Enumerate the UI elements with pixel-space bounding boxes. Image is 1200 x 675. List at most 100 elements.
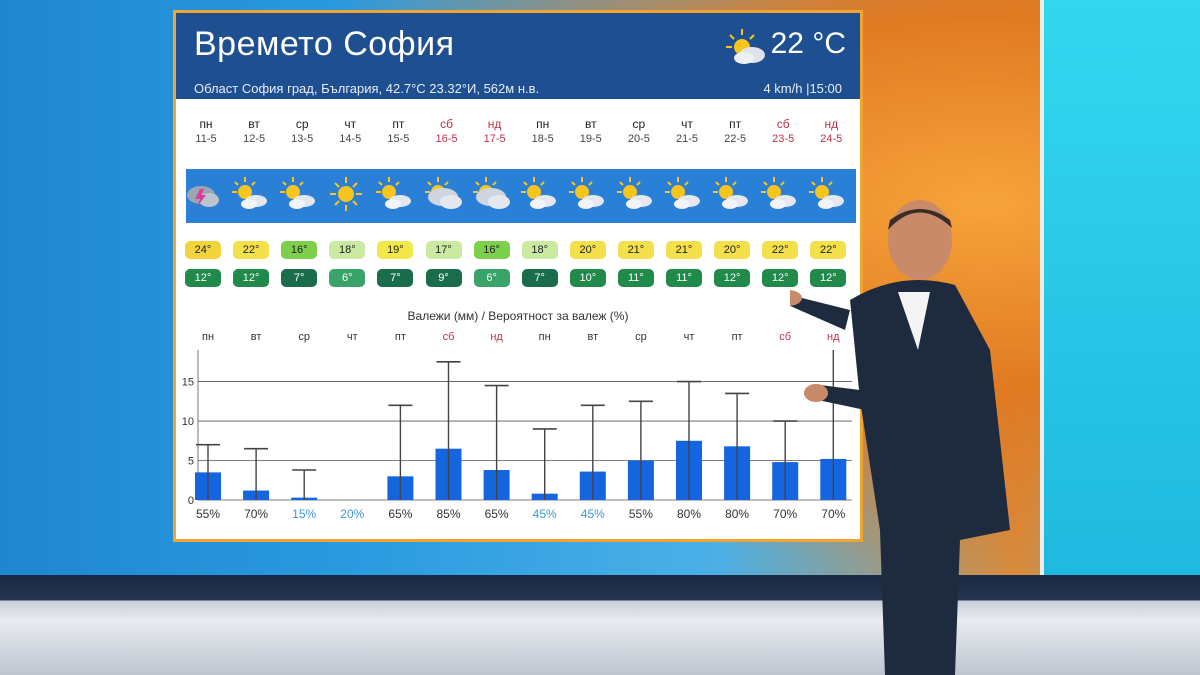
x-tick-label: сб (443, 331, 455, 343)
max-temperature: 20° (569, 241, 606, 259)
day-name: пт (729, 117, 742, 131)
wind-and-time: 4 km/h |15:00 (763, 81, 842, 96)
cloudy-icon (471, 175, 511, 218)
presenter-figure (790, 200, 1010, 675)
min-temperature: 11° (666, 269, 702, 287)
x-tick-label: чт (684, 331, 695, 343)
day-date: 16-5 (435, 133, 458, 145)
x-tick-label: нд (827, 331, 840, 343)
precipitation-chart: 0 5 10 15 пн вт ср чт пт сб нд пн вт ср чт пт сб нд (182, 331, 852, 507)
max-temperature: 22° (810, 241, 847, 259)
day-date: 21-5 (675, 133, 699, 145)
x-tick-label: ср (298, 331, 310, 343)
x-tick-label: чт (347, 331, 358, 343)
day-name: вт (584, 117, 597, 131)
x-tick-label: вт (587, 331, 598, 343)
precip-probability: 80% (676, 507, 702, 521)
day-headers: пн 11-5 вт 12-5 ср 13-5 чт 14-5 пт 15-5 сб 16-5 нд 17… (182, 117, 858, 157)
day-date: 14-5 (339, 133, 362, 145)
panel-header: Времето София Област София град, Българи… (176, 13, 860, 99)
max-temperature: 21° (666, 241, 702, 259)
day-header: ср 20-5 (615, 117, 663, 145)
cloudy-icon (423, 175, 463, 218)
day-name: ср (295, 117, 309, 131)
precip-probability: 55% (628, 507, 653, 521)
weather-icon-strip (186, 169, 856, 223)
precip-probability: 85% (436, 507, 461, 521)
chart-title: Валежи (мм) / Вероятност за валеж (%) (407, 309, 629, 323)
min-temperature: 12° (810, 269, 847, 287)
min-temperature: 12° (185, 269, 221, 287)
sun-cloud-icon (663, 175, 703, 218)
sun-cloud-icon (278, 175, 318, 218)
day-date: 23-5 (772, 133, 795, 145)
day-name: вт (248, 117, 260, 131)
day-name: сб (776, 117, 790, 131)
x-tick-label: сб (779, 331, 791, 343)
max-temperature: 24° (185, 241, 221, 259)
precip-probability: 55% (195, 507, 221, 521)
day-date: 12-5 (243, 133, 266, 145)
day-date: 22-5 (724, 133, 747, 145)
precip-probability: 20% (340, 507, 365, 521)
day-name: сб (440, 117, 453, 131)
day-header: пт 22-5 (711, 117, 759, 145)
min-temperature: 12° (714, 269, 751, 287)
day-date: 13-5 (291, 133, 314, 145)
day-header: сб 16-5 (423, 117, 471, 145)
y-tick-label: 5 (188, 456, 194, 468)
max-temperature: 20° (714, 241, 751, 259)
min-temperature: 7° (281, 269, 318, 287)
day-name: пн (536, 117, 550, 131)
min-temperature: 11° (617, 269, 654, 287)
x-tick-label: пт (395, 331, 406, 343)
day-header: вт 19-5 (567, 117, 615, 145)
day-date: 19-5 (579, 133, 602, 145)
panel-title: Времето София (194, 25, 455, 63)
x-tick-label: пн (202, 331, 214, 343)
day-header: пн 11-5 (182, 117, 230, 145)
sun-cloud-icon (230, 175, 270, 218)
precip-probability: 65% (484, 507, 509, 521)
sun-cloud-icon (711, 175, 751, 218)
day-date: 20-5 (627, 133, 650, 145)
sun-cloud-icon (724, 27, 768, 72)
day-name: чт (344, 117, 357, 131)
precip-probability: 70% (244, 507, 269, 521)
side-screen (1040, 0, 1200, 585)
day-name: ср (632, 117, 646, 131)
min-temperature: 6° (329, 269, 366, 287)
day-date: 11-5 (195, 133, 217, 145)
sun-cloud-icon (519, 175, 559, 218)
day-header: нд 17-5 (471, 117, 519, 145)
day-date: 18-5 (531, 133, 554, 145)
precip-probability: 15% (292, 507, 317, 521)
day-name: пт (392, 117, 405, 131)
day-name: пн (199, 117, 213, 131)
sun-cloud-icon (615, 175, 655, 218)
precip-probability: 45% (580, 507, 605, 521)
weather-panel: Времето София Област София град, Българи… (173, 10, 863, 542)
studio-floor (0, 575, 1200, 675)
day-name: нд (487, 117, 502, 131)
min-temperature: 12° (233, 269, 270, 287)
x-tick-label: пт (732, 331, 743, 343)
day-name: чт (681, 117, 693, 131)
min-temperature: 7° (377, 269, 414, 287)
max-temperature: 18° (329, 241, 366, 259)
max-temperature: 22° (233, 241, 270, 259)
day-date: 17-5 (483, 133, 506, 145)
max-temperature: 16° (473, 241, 510, 259)
day-date: 15-5 (387, 133, 410, 145)
location-subtitle: Област София град, България, 42.7°С 23.3… (194, 81, 540, 96)
day-header: пт 15-5 (374, 117, 422, 145)
sun-cloud-icon (807, 175, 847, 218)
x-tick-label: нд (490, 331, 503, 343)
thunder-cloud-icon (182, 175, 222, 218)
precip-probability: 45% (532, 507, 557, 521)
day-header: чт 21-5 (663, 117, 711, 145)
max-temperature: 16° (281, 241, 318, 259)
day-date: 24-5 (820, 133, 843, 145)
day-header: нд 24-5 (807, 117, 855, 145)
precip-probability: 80% (725, 507, 750, 521)
